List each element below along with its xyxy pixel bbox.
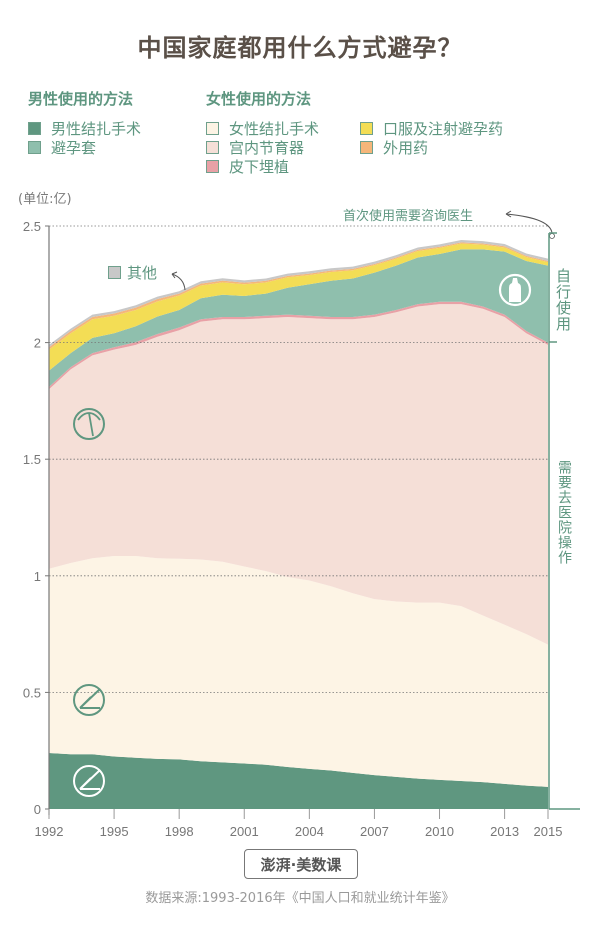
x-tick-label: 2001	[230, 824, 259, 839]
legend-item-condom: 避孕套	[28, 137, 96, 157]
legend-item-iud: 宫内节育器	[206, 137, 304, 157]
legend-item-female-sterilization: 女性结扎手术	[206, 118, 319, 138]
swatch-other	[108, 266, 121, 279]
y-tick-label: 0.5	[23, 685, 41, 700]
x-tick-label: 2004	[295, 824, 324, 839]
other-arrow	[171, 273, 186, 291]
y-tick-label: 1	[34, 569, 41, 584]
x-tick-label: 1992	[35, 824, 64, 839]
annotation-consult-doctor: 首次使用需要咨询医生	[343, 209, 474, 224]
swatch-implant	[206, 159, 219, 173]
x-tick-label: 2015	[534, 824, 563, 839]
right-bracket	[548, 232, 580, 810]
condom-icon	[498, 273, 532, 307]
swatch-topical	[360, 140, 373, 154]
chart-areas	[49, 239, 548, 809]
male-sterilization-icon	[73, 765, 105, 797]
y-tick-label: 0	[34, 802, 41, 817]
legend-male-heading: 男性使用的方法	[28, 90, 134, 108]
consult-arrow	[505, 213, 553, 234]
swatch-female-sterilization	[206, 121, 219, 135]
legend-item-implant: 皮下埋植	[206, 156, 289, 176]
page-title: 中国家庭都用什么方式避孕？	[137, 34, 463, 62]
legend-female-heading: 女性使用的方法	[206, 90, 312, 108]
y-tick-label: 1.5	[23, 452, 41, 467]
swatch-pills	[360, 121, 373, 135]
area-series-1	[49, 555, 548, 787]
x-tick-label: 2013	[490, 824, 519, 839]
legend-item-topical: 外用药	[360, 137, 428, 157]
annotation-hospital: 需要去医院操作	[556, 460, 572, 565]
x-tick-label: 2007	[360, 824, 389, 839]
data-source: 数据来源:1993-2016年《中国人口和就业统计年鉴》	[145, 891, 455, 906]
unit-label: (单位:亿)	[18, 192, 72, 207]
swatch-iud	[206, 140, 219, 154]
y-tick-label: 2.5	[23, 219, 41, 234]
stacked-area-chart: 0 0.5 1 1.5 2 2.5 1992 1995 1998 2001 2004 2007 2010…	[23, 210, 580, 839]
area-series-2	[49, 304, 548, 645]
legend-item-other: 其他	[108, 262, 157, 283]
iud-icon	[73, 408, 105, 440]
area-series-5	[49, 243, 548, 371]
brand-logo: 澎湃·美数课	[244, 849, 358, 879]
area-series-4	[49, 249, 548, 387]
chart-axes: 0 0.5 1 1.5 2 2.5 1992 1995 1998 2001 2004 2007 2010…	[23, 219, 563, 839]
swatch-condom	[28, 140, 41, 154]
swatch-male-sterilization	[28, 121, 41, 135]
x-tick-label: 1998	[165, 824, 194, 839]
y-tick-label: 2	[34, 336, 41, 351]
legend-item-male-sterilization: 男性结扎手术	[28, 118, 141, 138]
x-tick-label: 1995	[100, 824, 129, 839]
annotation-self-use: 自行使用	[554, 268, 572, 332]
legend-item-pills: 口服及注射避孕药	[360, 118, 503, 138]
area-series-0	[49, 753, 548, 809]
female-sterilization-icon	[73, 684, 105, 716]
chart-gridlines	[49, 225, 548, 693]
x-tick-label: 2010	[425, 824, 454, 839]
